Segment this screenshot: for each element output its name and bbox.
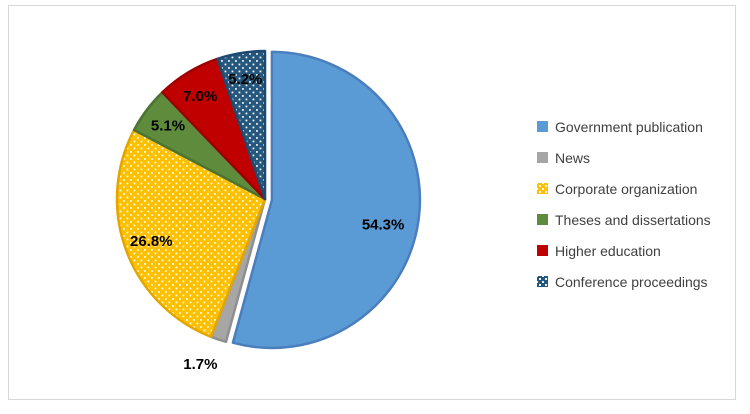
legend-swatch-conference-proceedings-icon bbox=[537, 276, 548, 287]
legend-item-theses-and-dissertations: Theses and dissertations bbox=[537, 204, 711, 235]
pie-slice-conference-proceedings bbox=[216, 49, 267, 201]
slice-value-label-conference-proceedings: 5.2% bbox=[228, 71, 262, 88]
legend-swatch-corporate-organization-icon bbox=[537, 183, 548, 194]
legend-item-government-publication: Government publication bbox=[537, 111, 711, 142]
legend-label-theses-and-dissertations: Theses and dissertations bbox=[555, 211, 711, 228]
slice-value-label-theses-and-dissertations: 5.1% bbox=[151, 118, 185, 135]
legend-swatch-higher-education-icon bbox=[537, 245, 548, 256]
legend-swatch-government-publication-icon bbox=[537, 121, 548, 132]
legend-label-corporate-organization: Corporate organization bbox=[555, 180, 698, 197]
legend-label-news: News bbox=[555, 149, 591, 166]
legend-item-corporate-organization: Corporate organization bbox=[537, 173, 711, 204]
slice-value-label-government-publication: 54.3% bbox=[362, 216, 405, 233]
legend-label-conference-proceedings: Conference proceedings bbox=[555, 273, 708, 290]
legend-item-conference-proceedings: Conference proceedings bbox=[537, 266, 711, 297]
legend-label-higher-education: Higher education bbox=[555, 242, 661, 259]
pie-slice-government-publication bbox=[231, 50, 422, 350]
chart-legend: Government publication News Corporate orga… bbox=[537, 111, 711, 297]
pie-slice-corporate-organization bbox=[115, 128, 267, 339]
slice-value-label-corporate-organization: 26.8% bbox=[130, 233, 173, 250]
legend-label-government-publication: Government publication bbox=[555, 118, 703, 135]
legend-swatch-theses-and-dissertations-icon bbox=[537, 214, 548, 225]
slice-value-label-higher-education: 7.0% bbox=[183, 88, 217, 105]
slice-value-label-news: 1.7% bbox=[183, 356, 217, 373]
legend-swatch-news-icon bbox=[537, 152, 548, 163]
legend-item-higher-education: Higher education bbox=[537, 235, 711, 266]
legend-item-news: News bbox=[537, 142, 711, 173]
